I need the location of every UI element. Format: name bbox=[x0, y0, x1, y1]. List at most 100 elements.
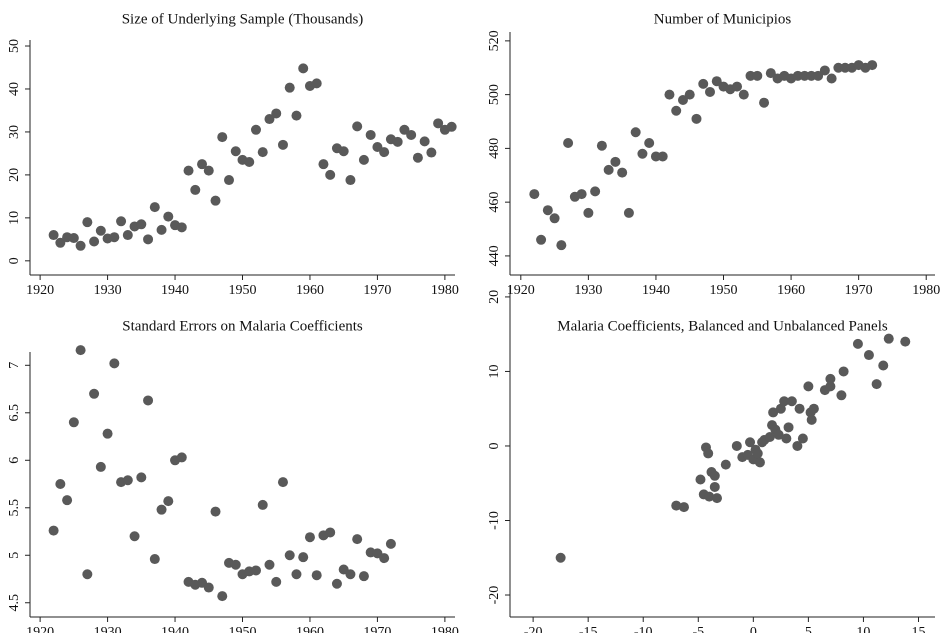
point bbox=[590, 186, 601, 197]
point bbox=[230, 146, 241, 157]
y-tick-label: 50 bbox=[7, 39, 22, 53]
point bbox=[365, 129, 376, 140]
point bbox=[149, 202, 160, 213]
point bbox=[176, 452, 187, 463]
point bbox=[838, 366, 849, 377]
point bbox=[671, 105, 682, 116]
point bbox=[671, 500, 682, 511]
point bbox=[709, 470, 720, 481]
point bbox=[536, 234, 547, 245]
x-tick-label: 1980 bbox=[912, 283, 940, 298]
point bbox=[136, 219, 147, 230]
point bbox=[210, 195, 221, 206]
point bbox=[271, 108, 282, 119]
point bbox=[298, 552, 309, 563]
x-tick-label: 1970 bbox=[363, 283, 391, 298]
x-tick-label: 1970 bbox=[363, 625, 391, 633]
point bbox=[399, 124, 410, 135]
point bbox=[217, 591, 228, 602]
x-tick-label: 1950 bbox=[710, 283, 738, 298]
y-tick-label: 4.5 bbox=[7, 594, 22, 612]
point bbox=[62, 495, 73, 506]
point bbox=[277, 139, 288, 150]
point bbox=[149, 554, 160, 565]
point bbox=[555, 552, 566, 563]
point bbox=[358, 154, 369, 165]
point bbox=[197, 159, 208, 170]
point bbox=[372, 141, 383, 152]
point bbox=[863, 350, 874, 361]
point bbox=[129, 531, 140, 542]
point bbox=[203, 165, 214, 176]
point bbox=[89, 236, 100, 247]
point bbox=[116, 216, 127, 227]
point bbox=[257, 499, 268, 510]
point bbox=[183, 165, 194, 176]
x-tick-label: 1920 bbox=[26, 625, 54, 633]
point bbox=[224, 175, 235, 186]
point bbox=[156, 504, 167, 515]
point bbox=[338, 146, 349, 157]
point bbox=[284, 82, 295, 93]
point bbox=[704, 491, 715, 502]
y-tick-label: 0 bbox=[487, 442, 502, 449]
chart-title: Standard Errors on Malaria Coefficients bbox=[122, 318, 363, 334]
point bbox=[644, 138, 655, 149]
point bbox=[352, 121, 363, 132]
x-tick-label: -5 bbox=[692, 625, 704, 633]
point bbox=[210, 506, 221, 517]
point bbox=[385, 538, 396, 549]
x-tick-label: 1920 bbox=[507, 283, 535, 298]
x-tick-label: 1950 bbox=[229, 625, 257, 633]
point bbox=[379, 147, 390, 158]
point bbox=[664, 89, 675, 100]
point bbox=[75, 345, 86, 356]
point bbox=[691, 113, 702, 124]
point bbox=[752, 448, 763, 459]
point bbox=[637, 148, 648, 159]
x-tick-label: 1940 bbox=[161, 283, 189, 298]
x-tick-label: 1980 bbox=[431, 283, 459, 298]
point bbox=[264, 559, 275, 570]
point bbox=[678, 502, 689, 513]
point bbox=[230, 559, 241, 570]
y-tick-label: -20 bbox=[487, 586, 502, 605]
point bbox=[808, 403, 819, 414]
point bbox=[677, 95, 688, 106]
x-tick-label: 1940 bbox=[642, 283, 670, 298]
point bbox=[549, 213, 560, 224]
point bbox=[331, 578, 342, 589]
x-tick-label: 1960 bbox=[296, 625, 324, 633]
point bbox=[358, 571, 369, 582]
chart-title: Malaria Coefficients, Balanced and Unbal… bbox=[557, 318, 888, 334]
point bbox=[48, 230, 59, 241]
point bbox=[765, 68, 776, 79]
point bbox=[68, 417, 79, 428]
point bbox=[352, 534, 363, 545]
y-tick-label: 480 bbox=[487, 138, 502, 159]
point bbox=[433, 118, 444, 129]
point bbox=[583, 207, 594, 218]
y-tick-label: 7 bbox=[7, 362, 22, 369]
x-tick-label: 1930 bbox=[94, 283, 122, 298]
point bbox=[109, 358, 120, 369]
point bbox=[163, 211, 174, 222]
point bbox=[419, 136, 430, 147]
point bbox=[203, 582, 214, 593]
point bbox=[109, 232, 120, 243]
point bbox=[836, 390, 847, 401]
point bbox=[82, 217, 93, 228]
y-tick-label: 10 bbox=[487, 364, 502, 378]
x-tick-label: 1950 bbox=[229, 283, 257, 298]
point bbox=[95, 225, 106, 236]
point bbox=[738, 89, 749, 100]
point bbox=[190, 184, 201, 195]
chart-title: Number of Municipios bbox=[654, 11, 792, 27]
point bbox=[617, 167, 628, 178]
x-tick-label: -15 bbox=[579, 625, 598, 633]
point bbox=[318, 159, 329, 170]
y-tick-label: -10 bbox=[487, 511, 502, 530]
point bbox=[257, 147, 268, 158]
point bbox=[623, 207, 634, 218]
